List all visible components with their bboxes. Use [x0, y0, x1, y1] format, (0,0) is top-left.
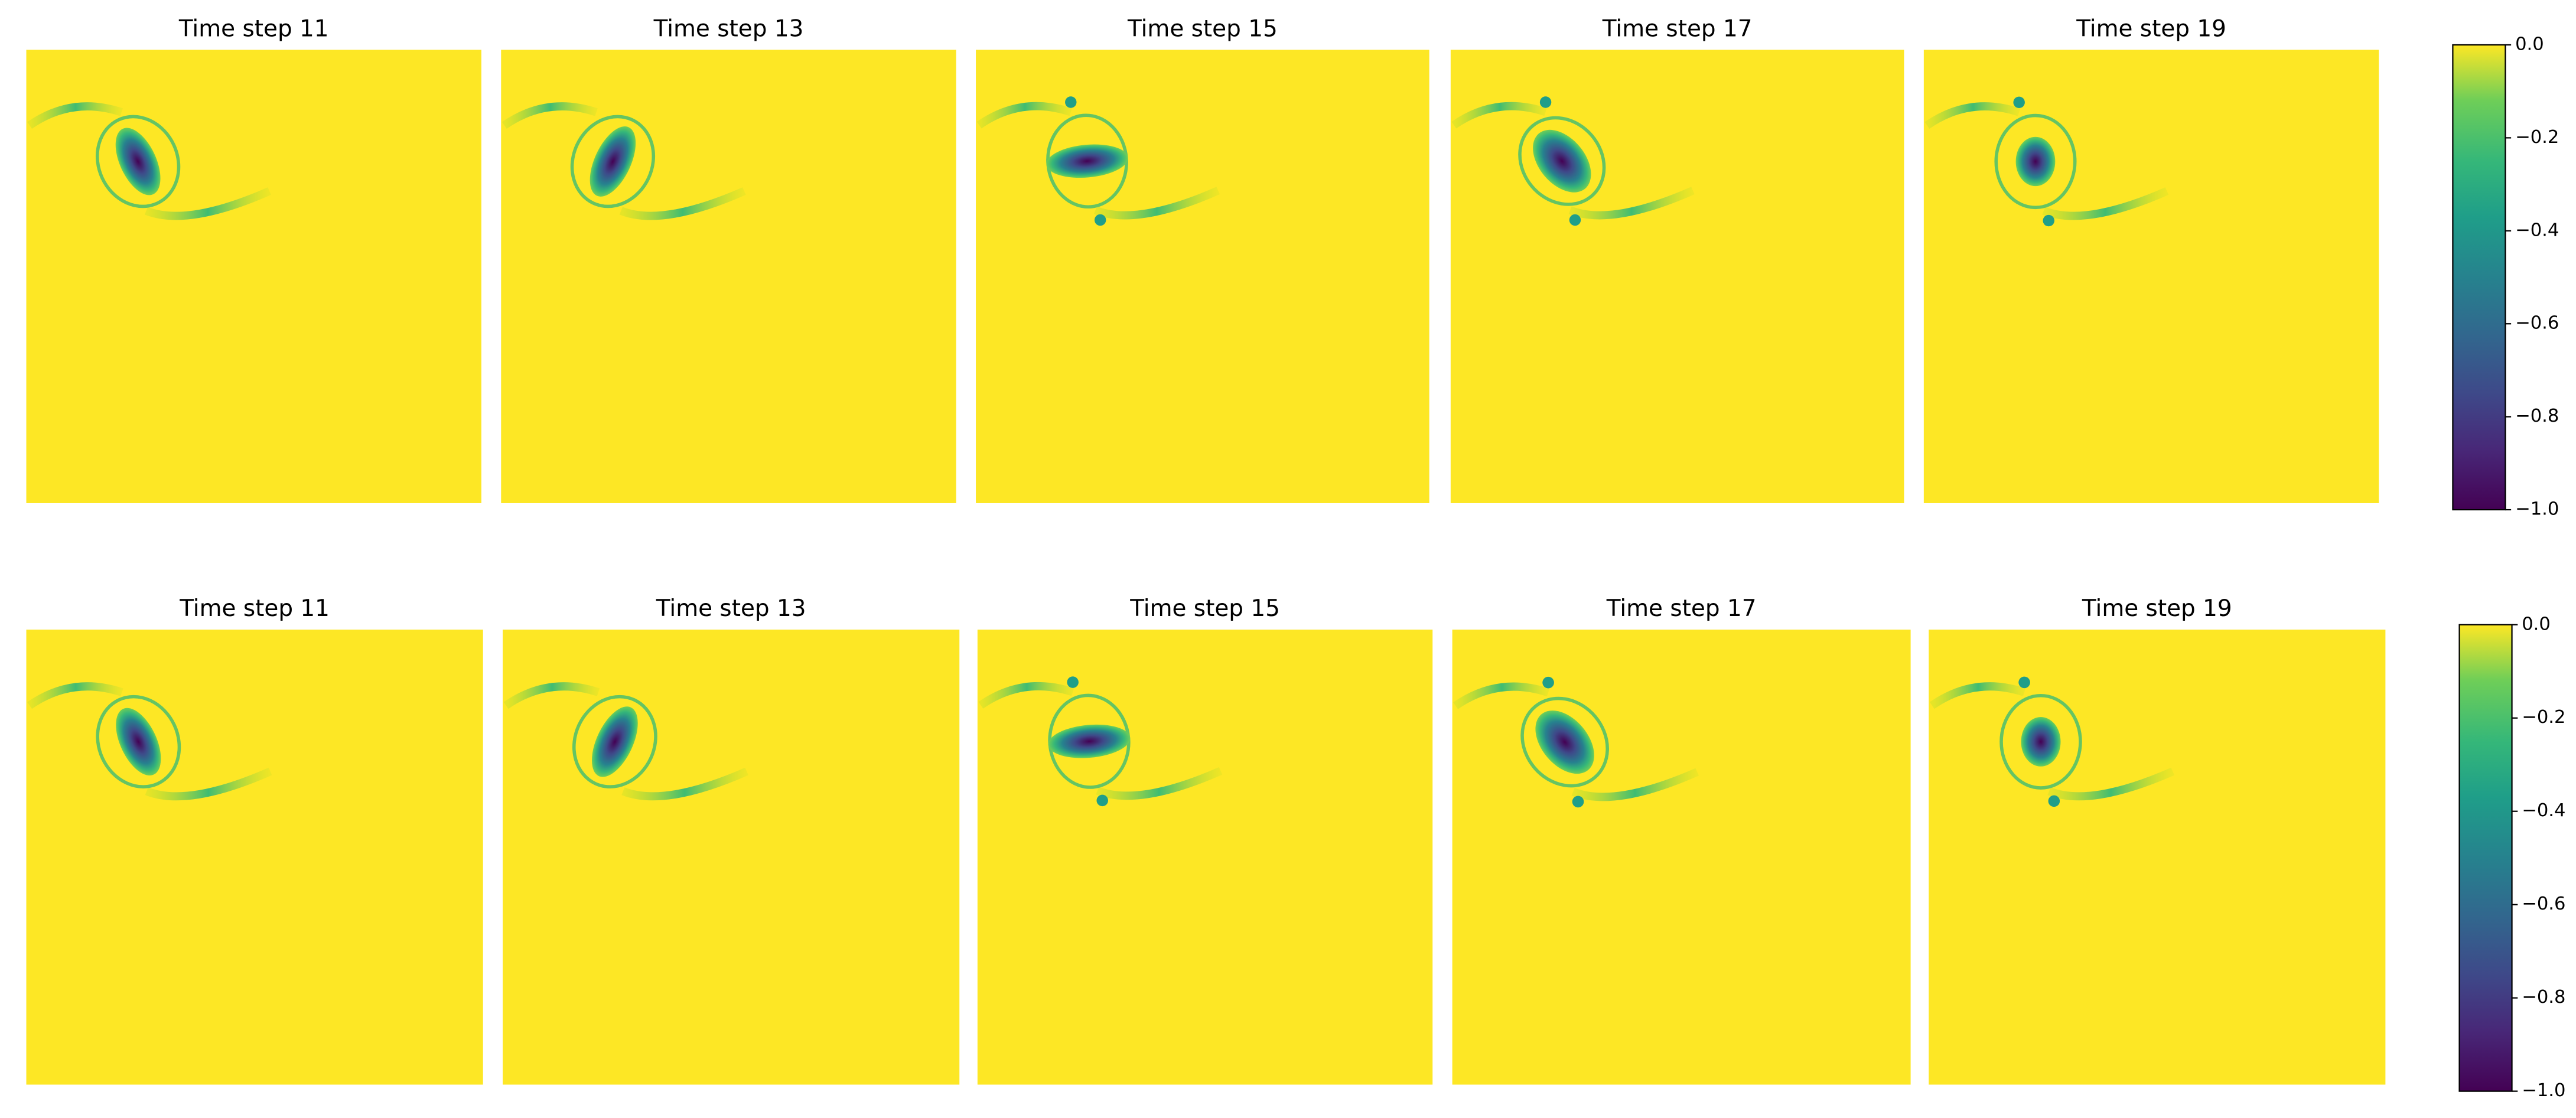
- colorbar-tick-label: −0.2: [2515, 127, 2559, 148]
- filament: [2047, 767, 2175, 801]
- heatmap-panel: [1452, 630, 1911, 1085]
- vortex-core: [1046, 144, 1128, 178]
- filament: [1571, 768, 1699, 801]
- heatmap-panel: [26, 630, 483, 1085]
- panel-title: Time step 11: [179, 595, 330, 622]
- vortex-core: [1533, 129, 1591, 193]
- heatmap-panel: [977, 630, 1433, 1085]
- panel-field: [503, 630, 960, 1085]
- vortex-ring: [1520, 696, 1609, 788]
- colorbar-tick-label: −0.6: [2515, 313, 2559, 334]
- colorbar-tick-label: −0.6: [2522, 894, 2565, 914]
- colorbar: [2452, 44, 2506, 511]
- heatmap-panel: [1923, 50, 2379, 503]
- satellite-vortex: [1094, 214, 1106, 226]
- satellite-vortex: [1569, 214, 1581, 226]
- colorbar-tick-label: −0.4: [2515, 220, 2559, 240]
- filament: [1093, 187, 1220, 220]
- colorbar-tick-label: −0.2: [2522, 707, 2565, 728]
- colorbar: [2458, 624, 2513, 1092]
- vortex-core: [1048, 724, 1131, 758]
- satellite-vortex: [1572, 796, 1584, 808]
- panel-title: Time step 19: [2076, 15, 2226, 42]
- filament: [27, 682, 123, 709]
- filament: [621, 767, 748, 801]
- panel-title: Time step 15: [1129, 595, 1280, 622]
- filament: [501, 102, 598, 129]
- panel-title: Time step 15: [1127, 15, 1278, 42]
- vortex-ring: [1999, 693, 2082, 790]
- filament: [2042, 187, 2169, 220]
- satellite-vortex: [2018, 676, 2030, 689]
- panel-title: Time step 17: [1602, 15, 1753, 42]
- filament: [1568, 187, 1695, 220]
- filament: [976, 102, 1072, 129]
- vortex-core: [116, 708, 161, 776]
- vortex-core: [115, 128, 161, 195]
- filament: [1929, 682, 2026, 709]
- vortex-core: [1535, 710, 1594, 774]
- heatmap-panel: [503, 630, 960, 1085]
- colorbar-tick-label: −0.8: [2522, 987, 2565, 1008]
- heatmap-panel: [501, 50, 956, 503]
- satellite-vortex: [2048, 795, 2060, 807]
- satellite-vortex: [2013, 96, 2025, 109]
- filament: [619, 187, 746, 220]
- filament: [978, 682, 1074, 709]
- vortex-core: [2015, 136, 2056, 187]
- satellite-vortex: [1539, 96, 1552, 108]
- vortex-ring: [96, 695, 181, 788]
- panel-field: [976, 50, 1429, 503]
- filament: [1453, 682, 1550, 709]
- heatmap-panel: [1929, 630, 2386, 1085]
- vortex-ring: [570, 115, 656, 208]
- vortex-core: [590, 126, 636, 197]
- vortex-ring: [572, 695, 657, 788]
- heatmap-panel: [976, 50, 1429, 503]
- satellite-vortex: [2043, 214, 2054, 227]
- filament: [144, 187, 271, 220]
- filament: [145, 767, 272, 801]
- panel-field: [1450, 50, 1904, 503]
- colorbar-tick-label: −1.0: [2515, 499, 2559, 520]
- panel-field: [1923, 50, 2379, 503]
- filament: [27, 102, 123, 129]
- panel-title: Time step 13: [656, 595, 806, 622]
- satellite-vortex: [1067, 676, 1079, 688]
- colorbar-tick-label: −1.0: [2522, 1080, 2565, 1101]
- vortex-core: [592, 706, 638, 777]
- filament: [1924, 102, 2021, 129]
- colorbar-tick-label: 0.0: [2522, 614, 2551, 634]
- satellite-vortex: [1096, 794, 1108, 807]
- filament: [1096, 767, 1223, 800]
- colorbar-tick-label: −0.8: [2515, 406, 2559, 426]
- filament: [503, 682, 600, 709]
- panel-field: [1929, 630, 2386, 1085]
- panel-field: [26, 630, 483, 1085]
- panel-title: Time step 13: [653, 15, 804, 42]
- panel-field: [26, 50, 481, 503]
- panel-title: Time step 19: [2082, 595, 2232, 622]
- panel-field: [501, 50, 956, 503]
- vortex-core: [2021, 717, 2061, 767]
- satellite-vortex: [1542, 676, 1554, 689]
- filament: [1451, 102, 1547, 129]
- heatmap-panel: [26, 50, 481, 503]
- heatmap-panel: [1450, 50, 1904, 503]
- vortex-ring: [95, 115, 181, 208]
- vortex-ring: [1994, 113, 2077, 210]
- vortex-ring: [1518, 116, 1606, 206]
- panel-field: [977, 630, 1433, 1085]
- panel-title: Time step 11: [178, 15, 329, 42]
- panel-field: [1452, 630, 1911, 1085]
- colorbar-tick-label: 0.0: [2515, 34, 2544, 54]
- panel-title: Time step 17: [1606, 595, 1757, 622]
- colorbar-tick-label: −0.4: [2522, 800, 2565, 821]
- satellite-vortex: [1065, 96, 1077, 108]
